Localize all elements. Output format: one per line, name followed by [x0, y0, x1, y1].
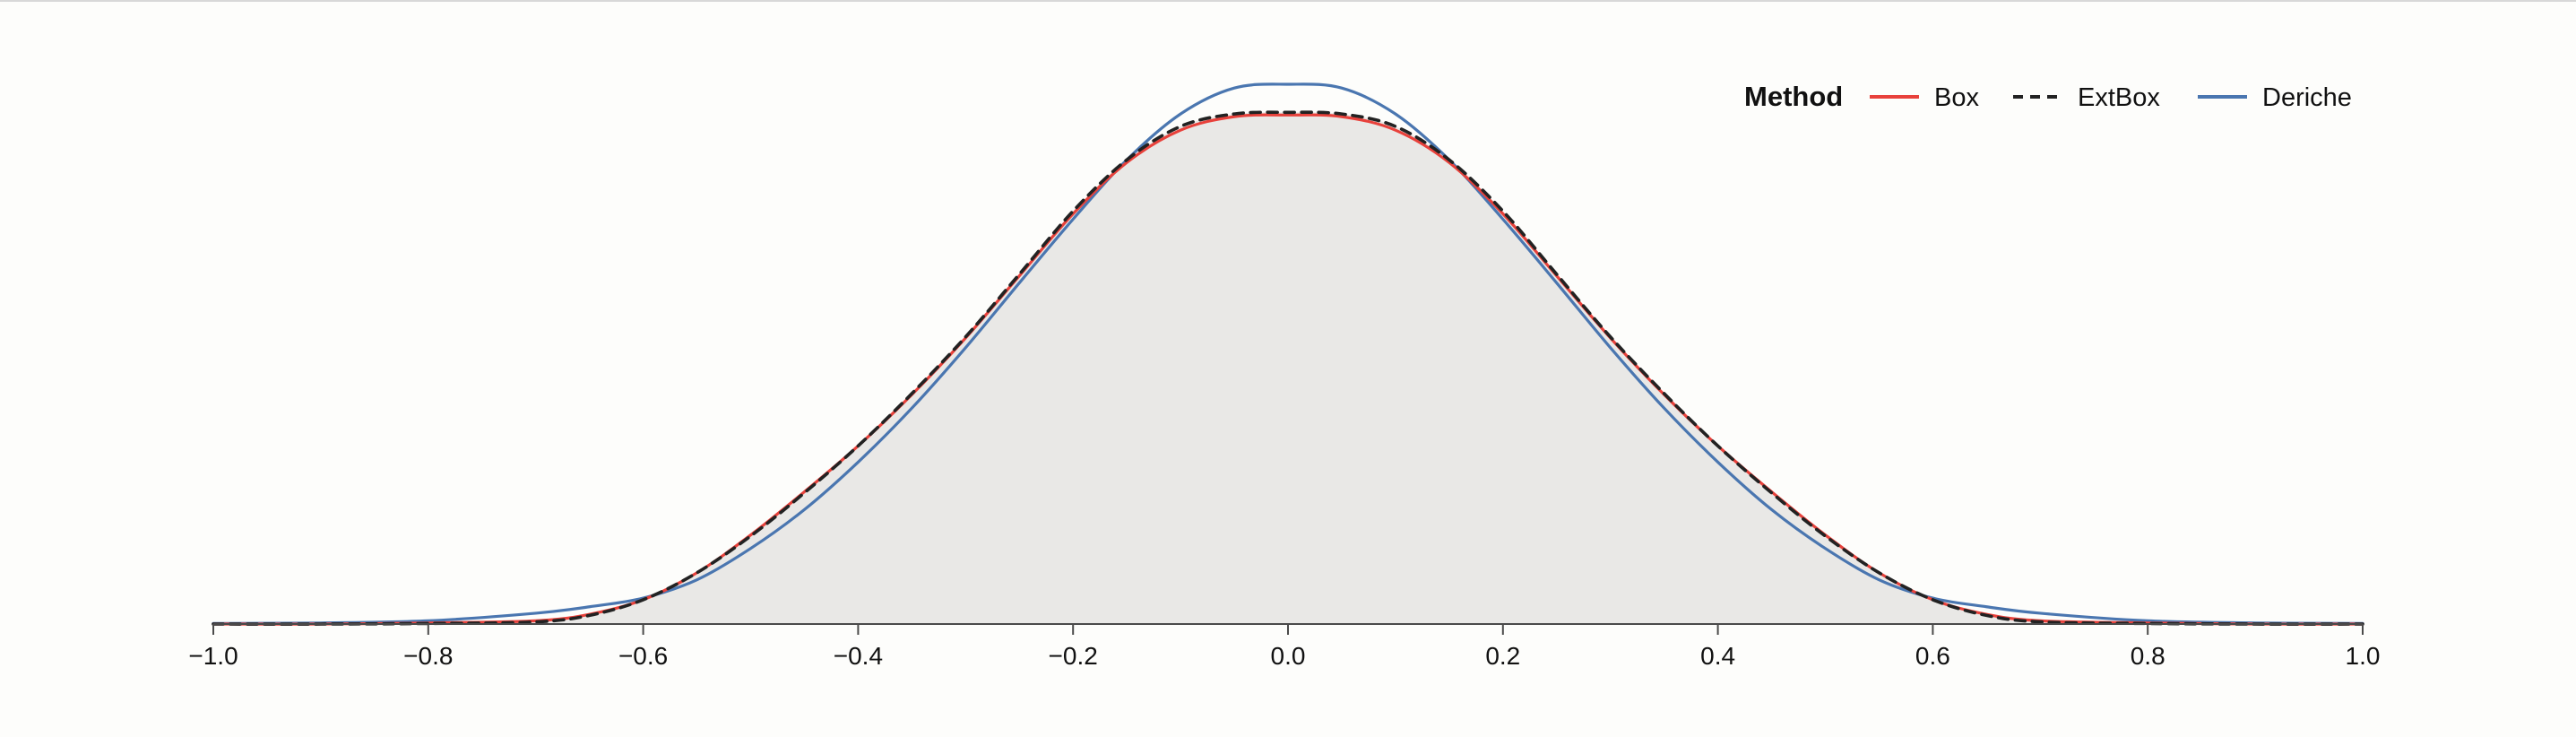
area-layer [213, 112, 2363, 625]
x-tick-label: 0.0 [1271, 642, 1306, 670]
x-axis: −1.0 −0.8 −0.6 −0.4 −0.2 0.0 0.2 0.4 0.6 0.8 1.0 [188, 623, 2381, 670]
legend-title: Method [1744, 81, 1843, 112]
x-tick-label: 0.8 [2131, 642, 2165, 670]
series-lines [212, 82, 2364, 626]
x-tick-label: −1.0 [188, 642, 238, 670]
x-tick-label: −0.2 [1049, 642, 1098, 670]
x-tick-label: 0.2 [1485, 642, 1520, 670]
legend: Method Box ExtBox Deriche [1744, 81, 2352, 112]
density-area [213, 112, 2363, 625]
x-tick-label: −0.8 [403, 642, 453, 670]
legend-label-extbox: ExtBox [2078, 83, 2160, 112]
x-tick-label: 0.4 [1700, 642, 1735, 670]
series-line-extbox [212, 110, 2364, 626]
x-tick-label: −0.6 [618, 642, 668, 670]
x-tick-label: 1.0 [2346, 642, 2381, 670]
legend-label-deriche: Deriche [2262, 83, 2352, 112]
x-tick-label: −0.4 [834, 642, 883, 670]
legend-label-box: Box [1934, 83, 1979, 112]
series-line-deriche [212, 82, 2364, 625]
x-tick-label: 0.6 [1915, 642, 1950, 670]
